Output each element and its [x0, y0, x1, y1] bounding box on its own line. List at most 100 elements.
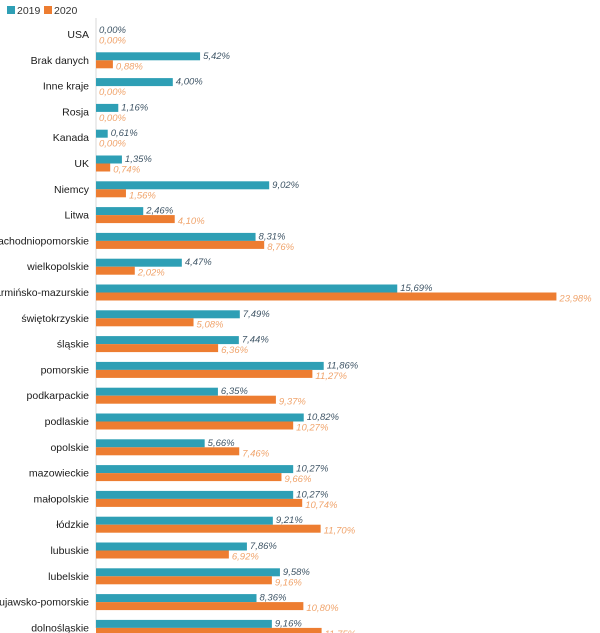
value-label-2019-lubelskie: 9,58% [283, 567, 310, 578]
value-label-2020-pomorskie: 11,27% [315, 371, 347, 382]
category-label-wielkopolskie: wielkopolskie [26, 261, 89, 273]
category-label-podlaskie: podlaskie [45, 416, 90, 428]
category-label-kanada: Kanada [53, 132, 89, 144]
value-label-2020-opolskie: 7,46% [242, 448, 269, 459]
bar-2019-podkarpackie [96, 387, 218, 396]
bar-2020-wielkopolskie [96, 266, 135, 275]
value-label-2020-lubelskie: 9,16% [275, 577, 302, 588]
value-label-2020-inne-kraje: 0,00% [99, 87, 126, 98]
value-label-2019-litwa: 2,46% [145, 206, 173, 217]
bar-2019-inne-kraje [96, 78, 173, 87]
value-label-2019-malopolskie: 10,27% [296, 489, 329, 500]
bar-2019-brak-danych [96, 52, 201, 61]
value-label-2020-niemcy: 1,56% [129, 190, 156, 201]
value-label-2020-warminsko-mazurskie: 23,98% [558, 294, 592, 305]
bar-2020-slaskie [96, 344, 219, 353]
category-label-lubuskie: lubuskie [50, 545, 89, 557]
bar-2020-kujawsko-pomorskie [96, 602, 304, 611]
bar-2020-lodzkie [96, 524, 321, 533]
value-label-2019-swietokrzyskie: 7,49% [243, 309, 270, 320]
category-label-inne-kraje: Inne kraje [43, 81, 89, 93]
category-label-slaskie: śląskie [57, 339, 89, 351]
bar-2020-podkarpackie [96, 395, 276, 404]
category-label-pomorskie: pomorskie [41, 364, 90, 376]
bar-2020-swietokrzyskie [96, 318, 194, 327]
value-label-2020-litwa: 4,10% [178, 216, 205, 227]
value-label-2019-slaskie: 7,44% [242, 335, 269, 346]
bar-2019-malopolskie [96, 490, 294, 499]
bar-2019-kanada [96, 129, 108, 138]
bar-2020-podlaskie [96, 421, 294, 430]
value-label-2020-zachodniopomorskie: 8,76% [267, 242, 294, 253]
bar-2019-rosja [96, 103, 119, 112]
value-label-2020-dolnoslaskie: 11,75% [325, 629, 357, 633]
bar-2019-dolnoslaskie [96, 619, 272, 628]
category-label-litwa: Litwa [64, 210, 89, 222]
bar-2019-zachodniopomorskie [96, 232, 256, 241]
category-label-podkarpackie: podkarpackie [27, 390, 90, 402]
value-label-2019-podkarpackie: 6,35% [221, 386, 248, 397]
value-label-2019-warminsko-mazurskie: 15,69% [400, 283, 433, 294]
value-label-2019-uk: 1,35% [125, 154, 152, 165]
bar-2019-pomorskie [96, 361, 324, 370]
value-label-2019-podlaskie: 10,82% [307, 412, 340, 423]
category-label-rosja: Rosja [62, 106, 89, 118]
bar-2019-wielkopolskie [96, 258, 182, 267]
value-label-2020-swietokrzyskie: 5,08% [197, 319, 224, 330]
value-label-2019-wielkopolskie: 4,47% [185, 257, 212, 268]
category-label-brak-danych: Brak danych [31, 55, 90, 67]
bar-2019-podlaskie [96, 413, 304, 422]
bar-2020-mazowieckie [96, 473, 282, 482]
category-label-mazowieckie: mazowieckie [29, 468, 89, 480]
bar-2019-kujawsko-pomorskie [96, 594, 257, 603]
category-label-zachodniopomorskie: zachodniopomorskie [0, 235, 89, 247]
value-label-2020-podkarpackie: 9,37% [279, 397, 306, 408]
bar-2020-pomorskie [96, 369, 313, 378]
category-label-dolnoslaskie: dolnośląskie [31, 622, 89, 633]
bar-2020-uk [96, 163, 111, 172]
bar-2020-niemcy [96, 189, 126, 198]
category-label-kujawsko-pomorskie: kujawsko-pomorskie [0, 597, 89, 609]
value-label-2019-pomorskie: 11,86% [327, 360, 359, 371]
bar-2020-lubuskie [96, 550, 229, 559]
bar-2019-warminsko-mazurskie [96, 284, 398, 293]
bar-2020-zachodniopomorskie [96, 240, 265, 249]
bar-2020-warminsko-mazurskie [96, 292, 557, 301]
value-label-2019-kanada: 0,61% [111, 128, 138, 139]
category-label-niemcy: Niemcy [54, 184, 90, 196]
value-label-2019-niemcy: 9,02% [272, 180, 299, 191]
bar-2019-niemcy [96, 181, 270, 190]
legend-swatch-2020 [44, 6, 52, 14]
value-label-2020-rosja: 0,00% [99, 113, 126, 124]
value-label-2020-usa: 0,00% [99, 36, 126, 47]
value-label-2019-zachodniopomorskie: 8,31% [259, 231, 286, 242]
value-label-2020-wielkopolskie: 2,02% [137, 268, 165, 279]
category-label-uk: UK [74, 158, 89, 170]
bar-2020-brak-danych [96, 60, 113, 69]
legend-label-2019: 2019 [17, 5, 41, 17]
bar-2019-lubuskie [96, 542, 247, 551]
value-label-2020-uk: 0,74% [113, 165, 140, 176]
value-label-2019-inne-kraje: 4,00% [176, 77, 203, 88]
legend-label-2020: 2020 [54, 5, 78, 17]
value-label-2019-rosja: 1,16% [121, 102, 148, 113]
value-label-2020-brak-danych: 0,88% [116, 61, 143, 72]
bar-2019-uk [96, 155, 122, 164]
bar-2020-lubelskie [96, 576, 272, 585]
legend: 2019 2020 [7, 5, 78, 17]
value-label-2019-dolnoslaskie: 9,16% [275, 618, 302, 629]
bar-2019-lodzkie [96, 516, 273, 525]
category-label-usa: USA [67, 29, 89, 41]
value-label-2020-podlaskie: 10,27% [296, 423, 329, 434]
category-label-warminsko-mazurskie: warmińsko-mazurskie [0, 287, 89, 299]
value-label-2020-slaskie: 6,36% [221, 345, 248, 356]
value-label-2020-kanada: 0,00% [99, 139, 126, 150]
plot-area: USA 0,00%0,00%Brak danych 5,42%0,88%Inne k… [0, 25, 592, 633]
bar-2019-litwa [96, 207, 144, 216]
value-label-2020-kujawsko-pomorskie: 10,80% [306, 603, 339, 614]
category-label-lodzkie: łódzkie [56, 519, 89, 531]
value-label-2020-malopolskie: 10,74% [305, 500, 338, 511]
bar-2019-mazowieckie [96, 465, 294, 474]
value-label-2019-opolskie: 5,66% [208, 438, 235, 449]
